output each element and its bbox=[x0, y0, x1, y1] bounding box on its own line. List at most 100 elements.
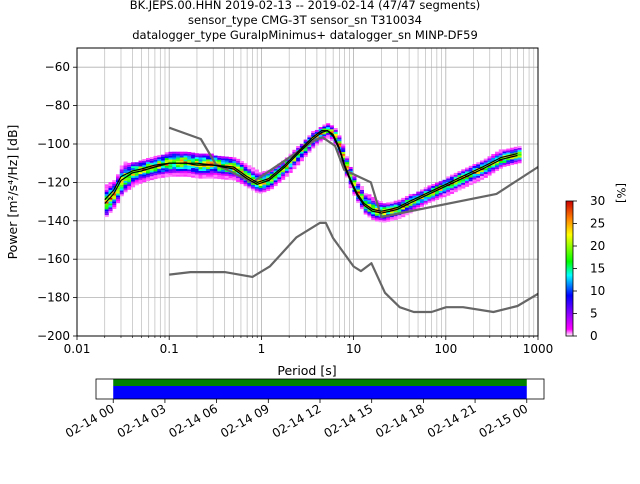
density-cell bbox=[217, 173, 222, 176]
density-cell bbox=[498, 160, 503, 163]
density-cell bbox=[498, 166, 503, 169]
density-cell bbox=[236, 178, 241, 181]
density-cell bbox=[108, 184, 113, 187]
density-cell bbox=[326, 136, 331, 139]
density-cell bbox=[378, 206, 383, 209]
x-tick-label: 10 bbox=[346, 342, 361, 356]
density-cell bbox=[176, 167, 181, 170]
y-axis-ticks: −200 −180 −160 −140 −120 −100 −80 −60 bbox=[37, 60, 77, 343]
density-cell bbox=[119, 173, 124, 176]
density-cell bbox=[108, 209, 113, 212]
density-cell bbox=[502, 160, 507, 163]
density-cell bbox=[157, 170, 162, 173]
density-cell bbox=[131, 173, 136, 176]
density-cell bbox=[198, 159, 203, 162]
density-cell bbox=[258, 191, 263, 194]
density-cell bbox=[224, 170, 229, 173]
density-cell bbox=[401, 207, 406, 210]
density-cell bbox=[389, 218, 395, 221]
density-cell bbox=[191, 158, 196, 161]
density-cell bbox=[314, 129, 319, 132]
density-cell bbox=[127, 180, 132, 183]
density-cell bbox=[112, 193, 117, 196]
density-cell bbox=[164, 156, 169, 159]
density-cell bbox=[487, 158, 492, 161]
density-cell bbox=[138, 164, 143, 167]
density-cell bbox=[453, 182, 458, 185]
density-cell bbox=[161, 175, 166, 178]
density-cell bbox=[104, 209, 109, 212]
density-cell bbox=[318, 134, 323, 137]
density-cell bbox=[187, 173, 192, 176]
density-cell bbox=[506, 148, 511, 151]
density-cell bbox=[149, 162, 154, 165]
density-cell bbox=[236, 179, 241, 182]
density-cell bbox=[299, 155, 304, 158]
density-cell bbox=[123, 169, 128, 172]
density-cell bbox=[108, 205, 113, 208]
density-cell bbox=[202, 155, 207, 158]
density-cell bbox=[138, 177, 143, 180]
density-cell bbox=[487, 160, 492, 163]
density-cell bbox=[176, 157, 181, 160]
timeline-tick-label: 02-14 18 bbox=[373, 401, 427, 440]
density-cell bbox=[112, 206, 117, 209]
colorbar-tick-label: 30 bbox=[590, 194, 605, 208]
density-cell bbox=[198, 153, 203, 156]
density-cell bbox=[359, 186, 364, 189]
density-cell bbox=[224, 173, 229, 176]
density-cell bbox=[371, 214, 376, 217]
density-cell bbox=[472, 179, 477, 182]
density-cell bbox=[495, 155, 500, 158]
colorbar-tick-label: 15 bbox=[590, 262, 605, 276]
density-cell bbox=[123, 163, 128, 166]
density-cell bbox=[232, 163, 237, 166]
density-cell bbox=[510, 157, 515, 160]
density-cell bbox=[393, 200, 398, 203]
density-cell bbox=[112, 199, 117, 202]
density-cell bbox=[153, 171, 158, 174]
density-cell bbox=[288, 170, 293, 173]
density-cell bbox=[371, 216, 376, 219]
density-cell bbox=[142, 159, 147, 162]
density-cell bbox=[239, 162, 244, 165]
density-cell bbox=[206, 155, 211, 158]
density-cell bbox=[502, 153, 507, 156]
density-cell bbox=[438, 194, 443, 197]
density-cell bbox=[284, 170, 289, 173]
density-cell bbox=[434, 192, 440, 195]
density-cell bbox=[389, 211, 395, 214]
density-cell bbox=[134, 164, 139, 167]
density-cell bbox=[348, 184, 353, 187]
density-cell bbox=[168, 159, 173, 162]
density-cell bbox=[311, 131, 316, 134]
density-cell bbox=[517, 161, 522, 164]
density-cell bbox=[401, 197, 406, 200]
density-cell bbox=[416, 197, 421, 200]
density-cell bbox=[303, 139, 308, 142]
colorbar-tick-label: 0 bbox=[590, 329, 598, 343]
density-cell bbox=[348, 166, 353, 169]
density-cell bbox=[179, 168, 184, 171]
density-cell bbox=[209, 161, 214, 164]
density-cell bbox=[363, 193, 368, 196]
density-cell bbox=[517, 149, 522, 152]
density-cell bbox=[367, 203, 372, 206]
density-cell bbox=[483, 168, 488, 171]
density-cell bbox=[281, 164, 286, 167]
density-cell bbox=[337, 135, 342, 138]
x-tick-label: 0.01 bbox=[64, 342, 91, 356]
density-cell bbox=[404, 207, 410, 210]
density-cell bbox=[123, 190, 128, 193]
density-cell bbox=[183, 157, 188, 160]
density-cell bbox=[161, 158, 166, 161]
density-cell bbox=[367, 201, 372, 204]
density-cell bbox=[498, 155, 503, 158]
density-cell bbox=[213, 157, 218, 160]
y-tick-label: −60 bbox=[45, 60, 70, 74]
density-cell bbox=[243, 168, 248, 171]
density-cell bbox=[483, 173, 488, 176]
density-cell bbox=[161, 166, 166, 169]
density-cell bbox=[367, 215, 372, 218]
density-cell bbox=[393, 217, 398, 220]
